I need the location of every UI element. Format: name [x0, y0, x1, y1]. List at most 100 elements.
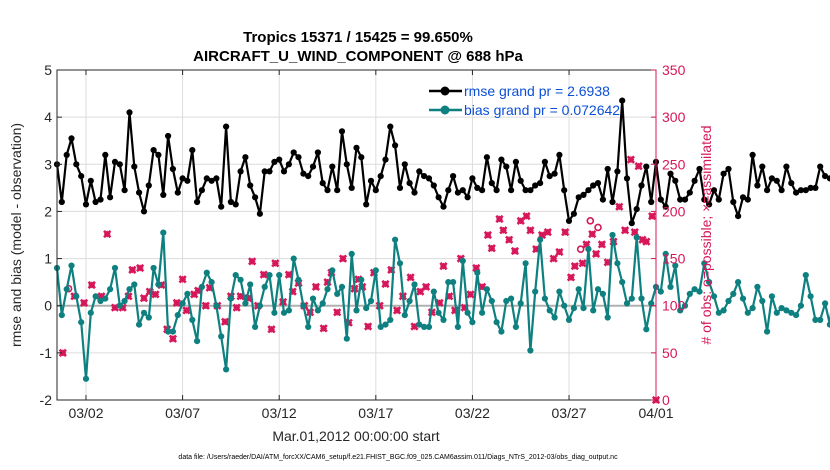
rmse-point [764, 187, 771, 194]
rmse-point [537, 180, 544, 187]
legend: rmse grand pr = 2.6938 bias grand pr = 0… [429, 83, 620, 118]
bias-point [807, 293, 814, 300]
obs-assimilated-marker [505, 235, 514, 244]
bias-point [440, 316, 447, 323]
rmse-point [266, 168, 273, 175]
rmse-point [541, 158, 549, 165]
bias-point [464, 309, 471, 316]
rmse-point [382, 156, 389, 163]
bias-point [720, 307, 727, 314]
rmse-point [363, 201, 370, 208]
bias-point [372, 267, 379, 274]
bias-point [764, 328, 771, 335]
y-left-tick-label: -2 [40, 392, 53, 408]
obs-assimilated-marker [220, 317, 230, 326]
bias-point [454, 323, 461, 330]
bias-point [826, 321, 830, 328]
obs-assimilated-marker [406, 273, 415, 282]
bias-point [285, 307, 292, 314]
bias-point [68, 262, 75, 269]
rmse-point [285, 161, 292, 168]
rmse-point [508, 187, 515, 194]
y-left-tick-label: 0 [44, 298, 52, 314]
rmse-point [440, 203, 447, 210]
bias-point [517, 300, 524, 307]
rmse-point [116, 161, 123, 168]
rmse-point [532, 182, 539, 189]
bias-point [817, 316, 824, 323]
rmse-point [280, 168, 288, 175]
obs-assimilated-marker [439, 261, 448, 271]
bias-point [686, 290, 693, 297]
obs-assimilated-marker [172, 298, 181, 308]
rmse-point [701, 196, 708, 203]
bias-point [353, 307, 360, 314]
bias-point [662, 250, 669, 257]
rmse-point [334, 187, 341, 194]
obs-assimilated-marker [526, 226, 535, 235]
bias-point [237, 276, 244, 283]
rmse-point [271, 158, 278, 165]
rmse-point [319, 180, 326, 187]
rmse-point [493, 187, 500, 194]
y-axis-right-ticks: 0 50 100 150 200 250 300 350 [651, 62, 686, 408]
bias-point [261, 283, 268, 290]
obs-assimilated-marker [642, 237, 651, 246]
bias-point [715, 309, 722, 316]
obs-assimilated-marker [522, 212, 531, 221]
bias-point [290, 255, 297, 262]
rmse-point [102, 151, 109, 158]
bias-point [280, 309, 288, 316]
rmse-point [512, 158, 520, 165]
y-left-tick-label: 5 [44, 62, 52, 78]
bias-point [309, 295, 317, 302]
rmse-point [657, 196, 664, 203]
bias-point [358, 276, 365, 283]
obs-assimilated-marker [566, 273, 576, 282]
rmse-point [324, 187, 331, 194]
obs-assimilated-marker [168, 334, 178, 343]
obs-assimilated-marker [510, 246, 520, 256]
rmse-point [343, 161, 350, 168]
bias-point [111, 264, 119, 272]
obs-assimilated-marker [201, 301, 210, 310]
rmse-point [826, 175, 830, 182]
rmse-point [247, 182, 254, 189]
bias-point [131, 281, 138, 288]
bias-point [628, 295, 635, 302]
bias-point [218, 333, 225, 340]
bias-point [749, 305, 756, 312]
x-tick-label: 03/27 [552, 405, 587, 421]
rmse-point [140, 208, 148, 215]
bias-point [802, 272, 809, 279]
y-axis-right-label: # of obs: o=possible; ×=assimilated [698, 125, 714, 344]
obs-assimilated-marker [271, 259, 280, 268]
obs-assimilated-marker [495, 214, 504, 224]
obs-assimilated-marker [615, 202, 624, 211]
bias-point [87, 309, 94, 316]
y-right-tick-label: 150 [662, 251, 686, 267]
y-right-tick-label: 350 [662, 62, 686, 78]
rmse-point [92, 198, 99, 206]
rmse-point [638, 182, 645, 189]
rmse-point [643, 163, 650, 170]
bias-point [609, 231, 616, 239]
rmse-point [63, 151, 70, 158]
y-left-tick-label: 4 [44, 109, 52, 125]
bias-point [508, 295, 515, 302]
bias-point [677, 307, 684, 314]
bias-point [793, 312, 800, 319]
rmse-point [305, 173, 312, 180]
bias-point [575, 286, 582, 293]
rmse-point [165, 132, 172, 140]
rmse-point [715, 196, 722, 203]
rmse-point [174, 189, 181, 196]
obs-assimilated-marker [561, 228, 570, 237]
rmse-point [686, 189, 693, 196]
bias-point [696, 288, 703, 295]
legend-bias-label: bias grand pr = 0.072642 [464, 102, 620, 118]
rmse-point [348, 184, 355, 191]
rmse-point [111, 158, 119, 165]
obs-assimilated-marker [421, 282, 431, 291]
rmse-point [667, 170, 674, 177]
